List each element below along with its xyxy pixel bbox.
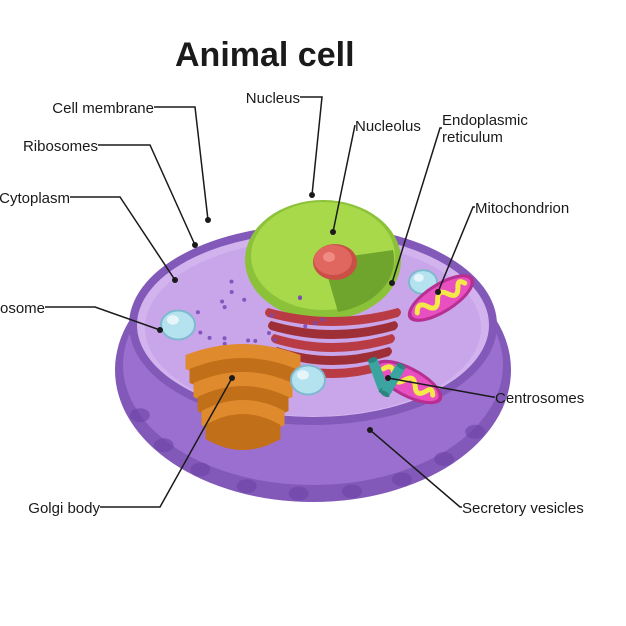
label-secretory-vesicles: Secretory vesicles (462, 500, 602, 517)
label-lysosome: Lysosome (0, 300, 45, 317)
label-endoplasmic-reticulum: Endoplasmicreticulum (442, 112, 582, 146)
label-ribosomes: Ribosomes (0, 138, 98, 155)
label-cell-membrane: Cell membrane (14, 100, 154, 117)
label-centrosomes: Centrosomes (495, 390, 626, 407)
cell-diagram (0, 0, 626, 626)
label-text: reticulum (442, 129, 503, 146)
label-nucleus: Nucleus (160, 90, 300, 107)
label-cytoplasm: Cytoplasm (0, 190, 70, 207)
label-mitochondrion: Mitochondrion (475, 200, 615, 217)
label-text: Endoplasmic (442, 112, 528, 129)
label-golgi-body: Golgi body (0, 500, 100, 517)
